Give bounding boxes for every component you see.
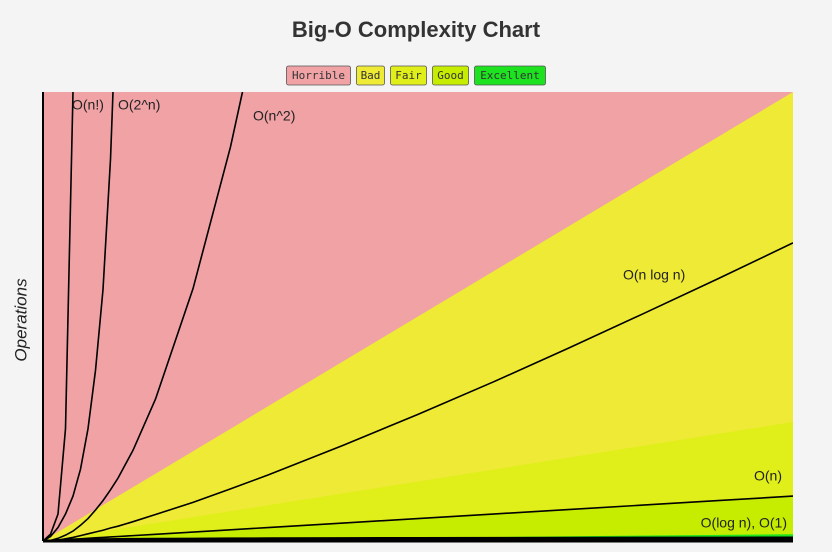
y-axis-label: Operations — [11, 278, 30, 362]
legend-label: Horrible — [292, 69, 345, 82]
zone-area — [43, 92, 793, 541]
legend-label: Excellent — [480, 69, 540, 82]
legend-swatch — [432, 65, 469, 86]
legend-swatch — [474, 65, 546, 86]
complexity-line — [43, 242, 793, 541]
complexity-line — [43, 92, 114, 541]
legend: Horrible Bad Fair Good Excellent — [286, 65, 546, 86]
line-label: O(n!) — [72, 97, 104, 113]
line-label: O(n^2) — [253, 108, 295, 124]
legend-label: Fair — [395, 69, 422, 82]
legend-label: Bad — [361, 69, 381, 82]
line-label: O(log n), O(1) — [701, 515, 787, 531]
complexity-line — [43, 92, 74, 541]
legend-swatch — [286, 65, 351, 86]
line-label: O(n) — [754, 468, 782, 484]
line-label: O(n log n) — [623, 267, 685, 283]
legend-swatch — [390, 65, 427, 86]
legend-label: Good — [437, 69, 464, 82]
chart-title: Big-O Complexity Chart — [292, 17, 541, 42]
plot-area — [43, 92, 793, 541]
complexity-line — [43, 92, 244, 541]
line-label: O(2^n) — [118, 97, 160, 113]
legend-swatch — [356, 65, 385, 86]
